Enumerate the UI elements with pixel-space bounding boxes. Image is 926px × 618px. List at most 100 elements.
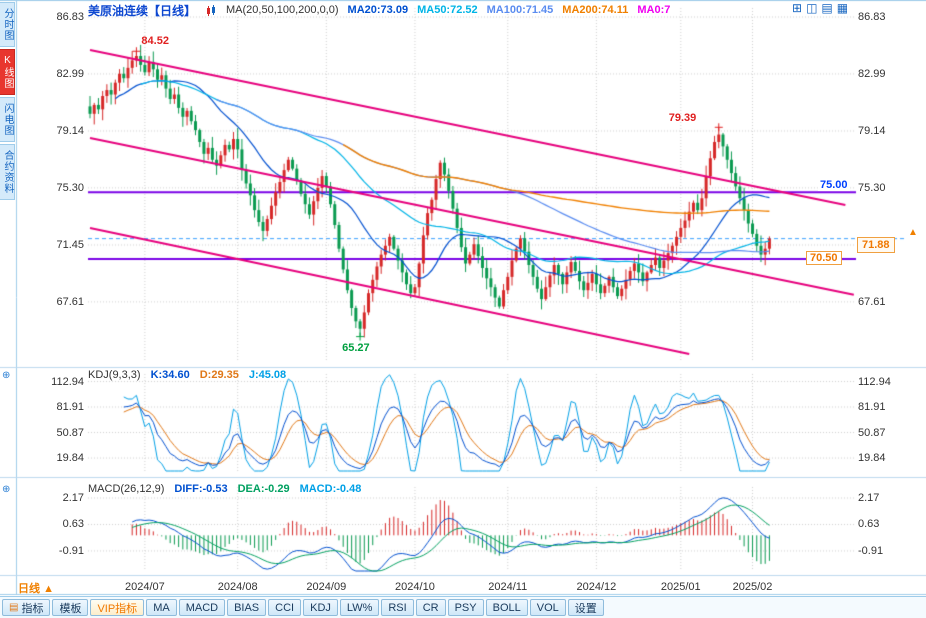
ma-readout: MA200:74.11 (562, 4, 629, 16)
layout-toggle-group: ⊞ ◫ ▤ ▦ (792, 2, 848, 15)
x-axis-label: 2024/07 (124, 581, 165, 593)
y-axis-label: 112.94 (51, 375, 84, 388)
footer-tab-CR[interactable]: CR (415, 599, 446, 616)
x-axis-label: 2024/11 (488, 581, 528, 593)
macd-readout: DIFF:-0.53 (174, 483, 228, 495)
y-axis-label: 112.94 (858, 375, 891, 388)
ma-readout: MA0:7 (637, 4, 671, 16)
y-axis-label: 2.17 (858, 492, 880, 504)
footer-tab-xx[interactable]: ▤ 指标 (2, 599, 51, 616)
scroll-latest-arrow-icon[interactable]: ▲ (908, 226, 918, 238)
footer-tab-PSY[interactable]: PSY (447, 599, 484, 616)
y-axis-label: 86.83 (56, 11, 84, 23)
ma-readout: MA20:73.09 (347, 4, 409, 16)
ma-readout: MA50:72.52 (417, 4, 478, 16)
y-axis-label: 67.61 (858, 295, 886, 308)
footer-tab-RSI[interactable]: RSI (381, 599, 414, 616)
layout-grid-icon[interactable]: ⊞ (792, 1, 803, 15)
kdj-params-label[interactable]: KDJ(9,3,3) (88, 369, 141, 381)
kdj-header: KDJ(9,3,3) K:34.60 D:29.35 J:45.08 (88, 369, 286, 381)
footer-tab-label: 指标 (21, 602, 44, 615)
footer-tab-label: 模板 (59, 602, 82, 615)
period-indicator[interactable]: 日线 ▲ (18, 580, 54, 596)
kdj-settings-icon[interactable]: ⊕ (2, 370, 11, 381)
indicator-list-icon: ▤ (9, 601, 19, 613)
y-axis-label: 79.14 (858, 124, 886, 137)
footer-tab-xx[interactable]: 模板 (52, 599, 89, 616)
footer-tab-label: MA (153, 601, 170, 614)
sidebar-tab-kline[interactable]: K线图 (0, 49, 15, 95)
chart-header: 美原油连续【日线】 MA(20,50,100,200,0,0) MA20:73.… (88, 2, 670, 18)
footer-tab-label: CCI (275, 601, 295, 614)
y-axis-label: 0.63 (62, 518, 84, 531)
footer-tab-MACD[interactable]: MACD (178, 599, 226, 616)
footer-tab-xx[interactable]: 设置 (567, 599, 604, 616)
footer-tab-label: VOL (536, 601, 559, 614)
footer-tab-VIPxx[interactable]: VIP指标 (90, 599, 145, 616)
footer-tab-MA[interactable]: MA (146, 599, 177, 616)
x-axis-label: 2024/09 (306, 581, 347, 593)
footer-tab-KDJ[interactable]: KDJ (303, 599, 338, 616)
level-label-7500[interactable]: 75.00 (818, 179, 850, 192)
y-axis-label: 67.61 (56, 295, 84, 308)
layout-split-icon[interactable]: ◫ (806, 1, 818, 15)
footer-tab-label: MACD (185, 601, 219, 614)
macd-readout: DEA:-0.29 (237, 483, 290, 495)
ma-readout: MA100:71.45 (486, 4, 554, 16)
low-annotation-6527: 65.27 (342, 341, 370, 354)
candle-style-icon[interactable] (205, 4, 217, 16)
footer-tab-label: KDJ (310, 601, 331, 614)
footer-tab-BIAS[interactable]: BIAS (227, 599, 267, 616)
y-axis-label: 50.87 (56, 426, 84, 439)
sidebar-tab-view0[interactable]: 分时图 (0, 2, 15, 47)
y-axis-label: 82.99 (56, 67, 84, 80)
kdj-readout: J:45.08 (248, 369, 287, 381)
x-axis-label: 2025/02 (732, 581, 773, 593)
y-axis-label: 19.84 (858, 452, 886, 465)
ma-params-label[interactable]: MA(20,50,100,200,0,0) (226, 4, 339, 16)
y-axis-label: 0.63 (858, 518, 880, 531)
macd-params-label[interactable]: MACD(26,12,9) (88, 483, 165, 495)
macd-readout: MACD:-0.48 (299, 483, 362, 495)
sidebar-tab-view3[interactable]: 合约资料 (0, 144, 15, 200)
y-axis-label: 50.87 (858, 426, 886, 439)
high-annotation-7939: 79.39 (668, 112, 697, 125)
kdj-readout: D:29.35 (199, 369, 239, 381)
y-axis-label: 75.30 (858, 181, 886, 194)
y-axis-label: -0.91 (858, 544, 884, 557)
y-axis-label: 79.14 (56, 124, 84, 137)
layout-columns-icon[interactable]: ▦ (836, 1, 849, 15)
y-axis-label: 19.84 (56, 452, 84, 465)
footer-tab-label: LW% (346, 601, 373, 614)
symbol-title: 美原油连续【日线】 (88, 3, 197, 18)
macd-readout-group: DIFF:-0.53 DEA:-0.29 MACD:-0.48 (174, 483, 361, 495)
footer-tab-label: BOLL (492, 601, 521, 614)
y-axis-label: 86.83 (858, 11, 886, 23)
sidebar-tab-view2[interactable]: 闪电图 (0, 97, 15, 142)
footer-tab-label: VIP指标 (97, 602, 138, 615)
period-up-icon: ▲ (43, 583, 54, 595)
level-label-7050[interactable]: 70.50 (806, 251, 842, 266)
x-axis-label: 2024/12 (576, 581, 617, 593)
y-axis-label: 82.99 (858, 67, 886, 80)
left-view-tab-strip: 分时图 K线图闪电图合约资料 (0, 0, 16, 596)
high-annotation-8452: 84.52 (141, 35, 169, 48)
x-axis-label: 2025/01 (660, 581, 701, 593)
last-price-tag: 71.88 (857, 236, 895, 253)
x-axis-label: 2024/08 (217, 581, 258, 593)
layout-rows-icon[interactable]: ▤ (821, 1, 833, 15)
macd-header: MACD(26,12,9) DIFF:-0.53 DEA:-0.29 MACD:-0… (88, 483, 361, 495)
x-axis-label: 2024/10 (395, 581, 435, 593)
footer-tab-BOLL[interactable]: BOLL (485, 599, 528, 616)
y-axis-label: 2.17 (62, 492, 84, 504)
footer-tab-LWx[interactable]: LW% (339, 599, 380, 616)
footer-tab-CCI[interactable]: CCI (268, 599, 302, 616)
footer-tab-VOL[interactable]: VOL (529, 599, 566, 616)
footer-tab-label: BIAS (234, 601, 260, 614)
y-axis-label: -0.91 (58, 544, 84, 557)
macd-settings-icon[interactable]: ⊕ (2, 484, 11, 495)
footer-tab-label: RSI (388, 601, 407, 614)
kdj-readout: K:34.60 (150, 369, 190, 381)
